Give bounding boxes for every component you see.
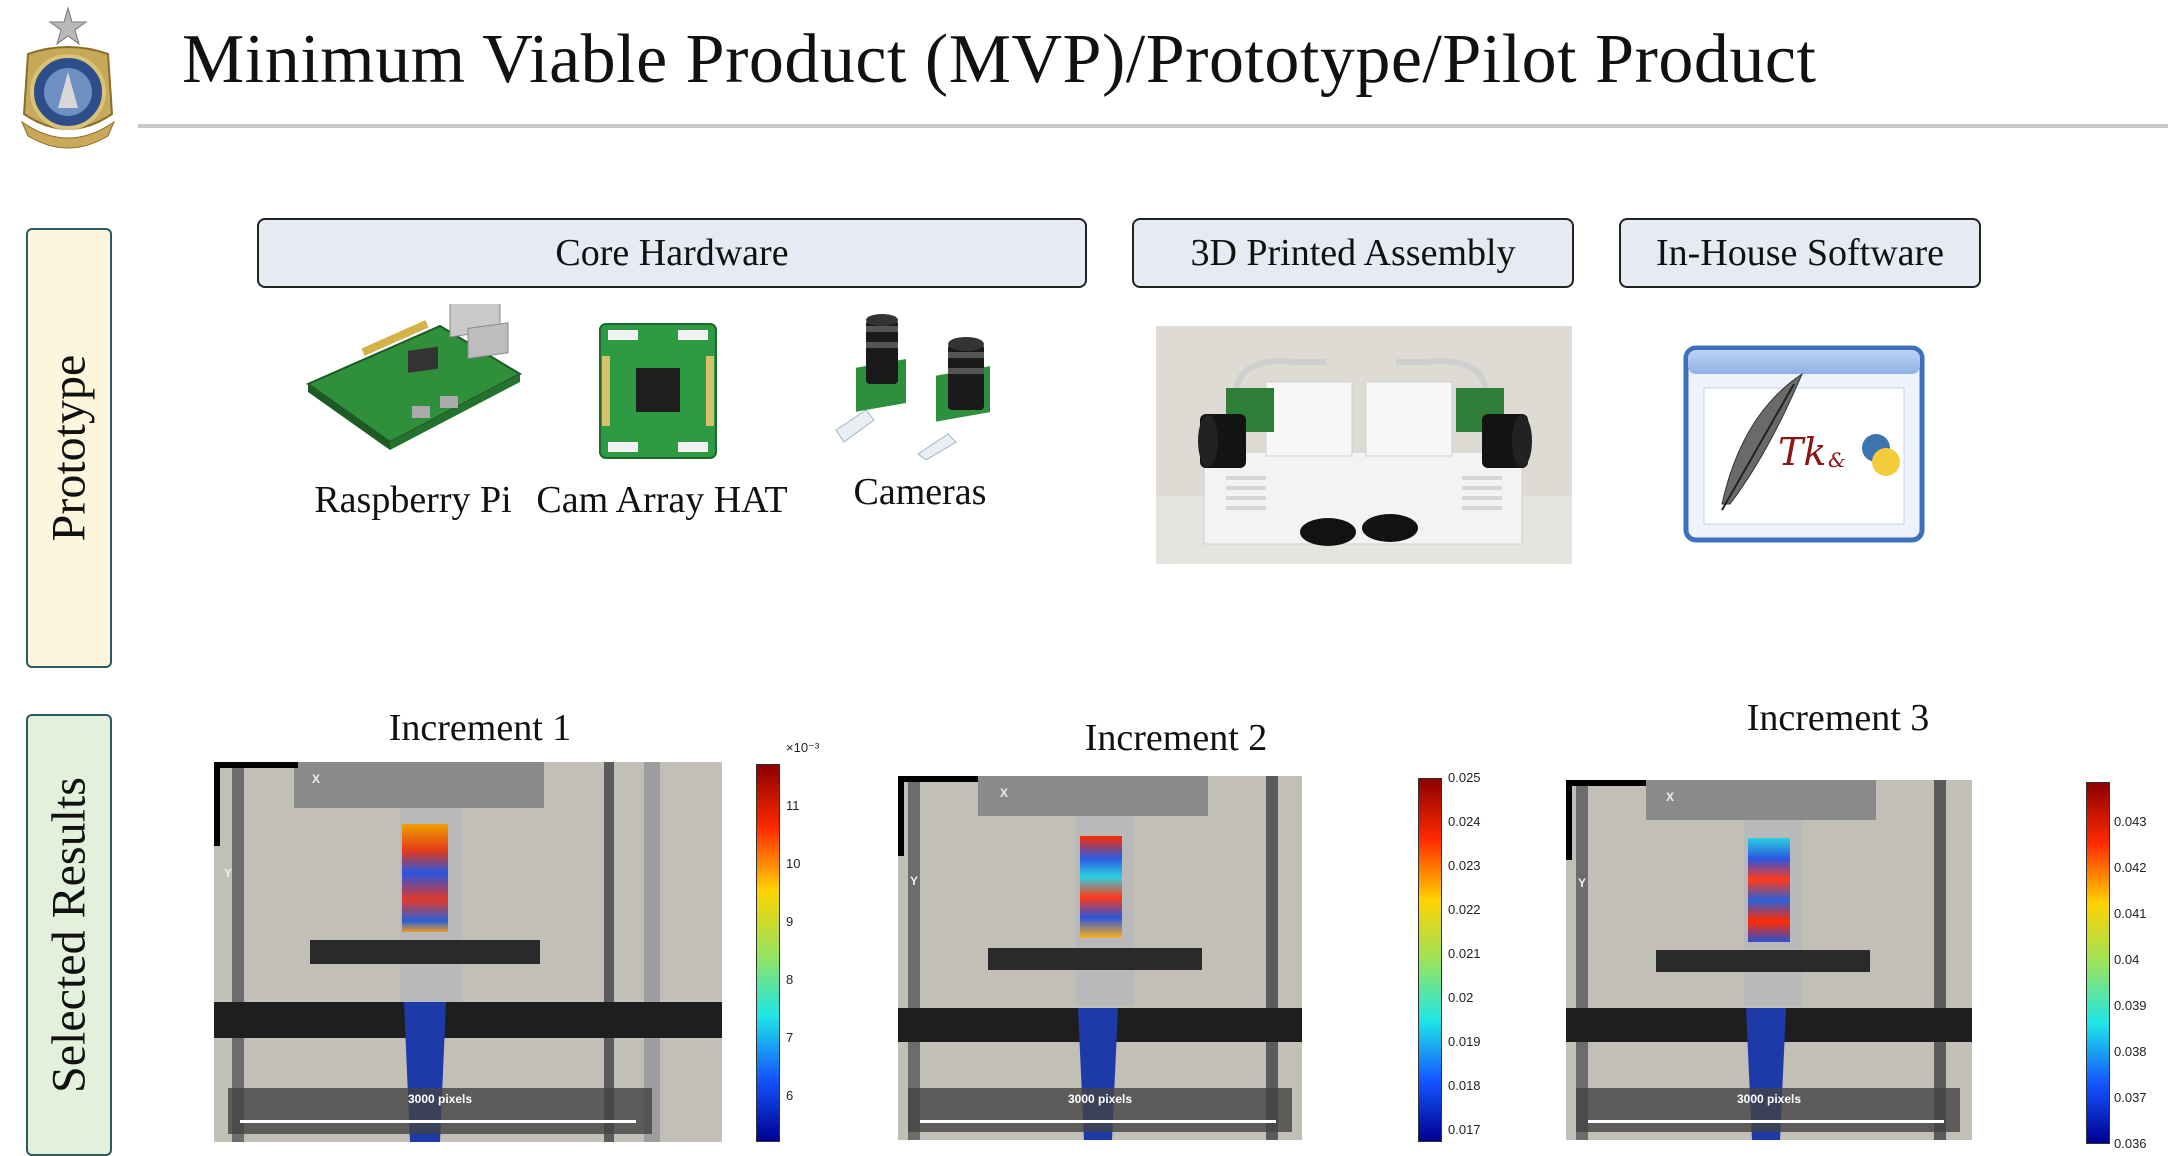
cameras-caption: Cameras [853, 471, 987, 513]
colorbar-3 [2086, 782, 2110, 1144]
colorbar-3-ticks: 0.043 0.042 0.041 0.04 0.039 0.038 0.037… [2114, 814, 2168, 1154]
dic-test-rig-2 [898, 776, 1302, 1140]
colorbar-3-tick: 0.036 [2114, 1136, 2147, 1151]
page-title: Minimum Viable Product (MVP)/Prototype/P… [182, 21, 1817, 98]
colorbar-3-tick: 0.043 [2114, 814, 2147, 829]
colorbar-1-tick: 9 [786, 914, 794, 929]
prototype-side-label: Prototype [26, 228, 112, 668]
strain-heatmap-1 [402, 824, 448, 932]
colorbar-1-exponent: ×10⁻³ [786, 740, 820, 755]
colorbar-2-tick: 0.021 [1448, 946, 1481, 961]
scale-label-1: 3000 pixels [407, 1092, 473, 1106]
strain-heatmap-3 [1748, 838, 1790, 942]
colorbar-2-tick: 0.025 [1448, 770, 1481, 785]
printed-assembly-photo [1156, 326, 1572, 564]
tk-python-logo: Tk & [1682, 344, 1926, 544]
increment-2-photo: 3000 pixels X Y [898, 776, 1302, 1140]
colorbar-3-tick: 0.042 [2114, 860, 2147, 875]
colorbar-3-tick: 0.04 [2114, 952, 2140, 967]
colorbar-1-tick: 7 [786, 1030, 794, 1045]
in-house-software-header: In-House Software [1619, 218, 1981, 288]
scale-label-3: 3000 pixels [1736, 1092, 1802, 1106]
colorbar-2 [1418, 778, 1442, 1142]
printed-assembly-header: 3D Printed Assembly [1132, 218, 1574, 288]
raspberry-pi-image [300, 295, 526, 454]
axis-x-label-3: X [1666, 790, 1675, 804]
printed-assembly-label: 3D Printed Assembly [1190, 232, 1516, 274]
increment-2-title: Increment 2 [1084, 717, 1268, 759]
colorbar-1 [756, 764, 780, 1142]
dic-test-rig-3 [1566, 780, 1972, 1140]
results-label-text: Selected Results [42, 777, 96, 1093]
tk-logo-text: Tk [1778, 430, 1827, 474]
colorbar-2-tick: 0.017 [1448, 1122, 1481, 1137]
dic-test-rig-1 [214, 762, 722, 1142]
tk-logo-amp: & [1828, 448, 1846, 472]
increment-3-title: Increment 3 [1746, 697, 1930, 739]
scale-label-2: 3000 pixels [1067, 1092, 1133, 1106]
colorbar-2-tick: 0.018 [1448, 1078, 1481, 1093]
colorbar-2-ticks: 0.025 0.024 0.023 0.022 0.021 0.02 0.019… [1448, 770, 1508, 1150]
colorbar-3-tick: 0.037 [2114, 1090, 2147, 1105]
colorbar-1-tick: 10 [786, 856, 801, 871]
axis-x-label-2: X [1000, 786, 1009, 800]
prototype-label-text: Prototype [42, 354, 96, 542]
colorbar-2-tick: 0.023 [1448, 858, 1481, 873]
increment-1-photo: 3000 pixels X Y [214, 762, 722, 1142]
colorbar-2-tick: 0.02 [1448, 990, 1474, 1005]
strain-heatmap-2 [1080, 836, 1122, 938]
colorbar-2-tick: 0.024 [1448, 814, 1481, 829]
cam-array-hat-caption: Cam Array HAT [536, 479, 788, 521]
increment-3-photo: 3000 pixels X Y [1566, 780, 1972, 1140]
colorbar-1-ticks: ×10⁻³ 11 10 9 8 7 6 [786, 740, 846, 1140]
core-hardware-label: Core Hardware [555, 232, 789, 274]
cam-array-hat-image [596, 320, 720, 462]
colorbar-1-tick: 8 [786, 972, 794, 987]
colorbar-1-tick: 6 [786, 1088, 794, 1103]
colorbar-3-tick: 0.038 [2114, 1044, 2147, 1059]
core-hardware-header: Core Hardware [257, 218, 1087, 288]
colorbar-3-tick: 0.041 [2114, 906, 2147, 921]
axis-y-label-3: Y [1578, 876, 1587, 890]
colorbar-2-tick: 0.022 [1448, 902, 1481, 917]
increment-1-title: Increment 1 [388, 707, 572, 749]
axis-y-label-2: Y [910, 874, 919, 888]
raspberry-pi-caption: Raspberry Pi [314, 479, 512, 521]
axis-y-label-1: Y [224, 866, 233, 880]
cameras-image [832, 312, 1022, 461]
results-side-label: Selected Results [26, 714, 112, 1156]
title-divider [138, 124, 2168, 128]
software-label: In-House Software [1655, 232, 1945, 274]
emblem-logo [8, 4, 128, 154]
axis-x-label-1: X [312, 772, 321, 786]
colorbar-2-tick: 0.019 [1448, 1034, 1481, 1049]
colorbar-3-tick: 0.039 [2114, 998, 2147, 1013]
colorbar-1-tick: 11 [786, 798, 800, 813]
